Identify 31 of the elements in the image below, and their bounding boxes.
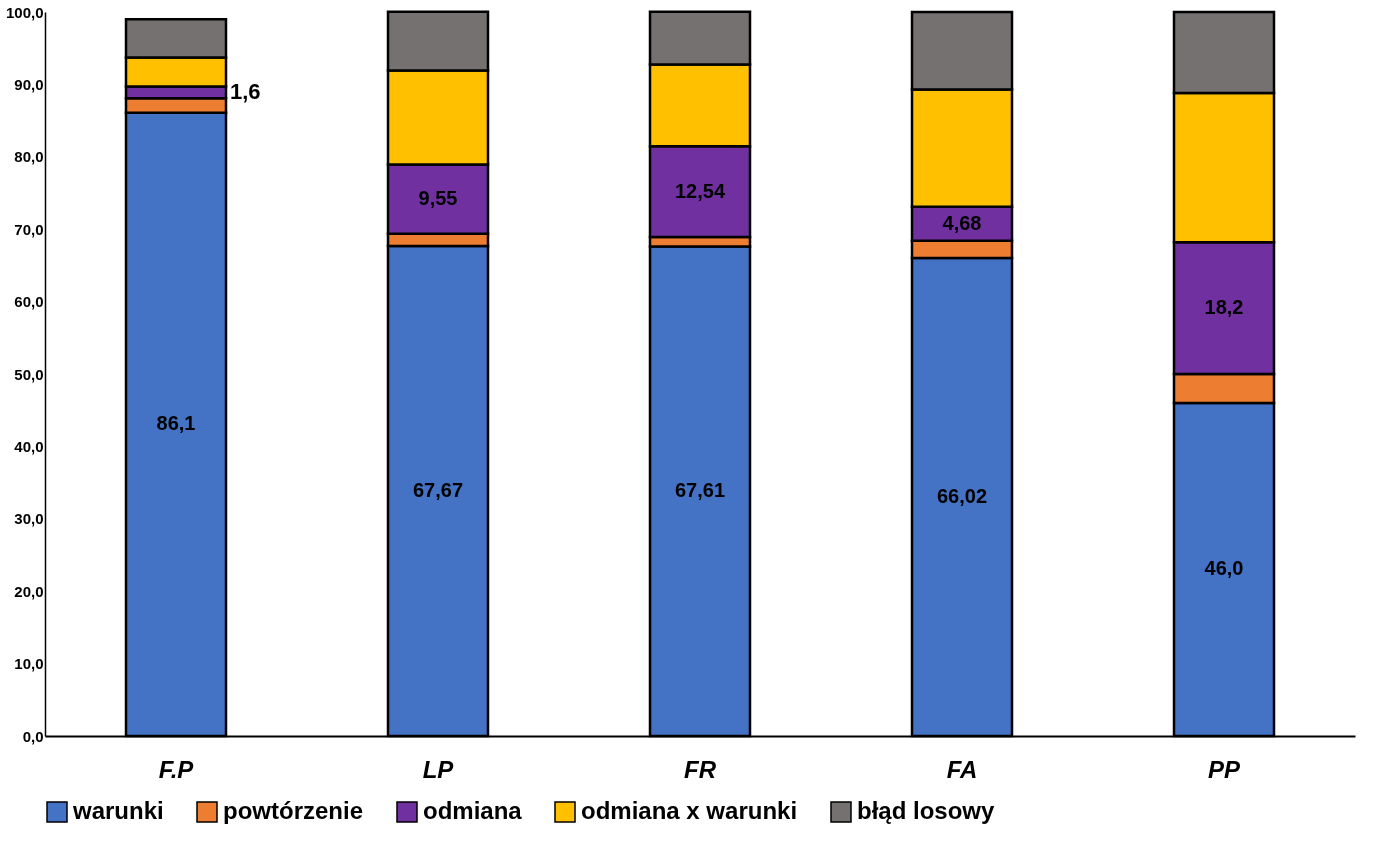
data-label: 1,6 bbox=[230, 79, 261, 105]
data-label: 9,55 bbox=[418, 187, 458, 210]
data-label: 4,68 bbox=[942, 211, 982, 234]
y-tick-label: 10,0 bbox=[14, 655, 44, 673]
data-label: 18,2 bbox=[1204, 296, 1244, 319]
y-tick-label: 0,0 bbox=[22, 727, 44, 745]
data-label: 66,02 bbox=[936, 485, 988, 508]
data-label: 67,61 bbox=[674, 479, 726, 502]
x-tick-label: F.P bbox=[158, 755, 195, 783]
x-tick-label: LP bbox=[422, 755, 455, 783]
data-label: 46,0 bbox=[1204, 557, 1244, 580]
legend-label: powtórzenie bbox=[223, 797, 364, 824]
y-tick-label: 40,0 bbox=[14, 437, 44, 455]
data-label: 86,1 bbox=[156, 412, 196, 435]
y-tick-label: 20,0 bbox=[14, 582, 44, 600]
legend-label: odmiana x warunki bbox=[581, 797, 798, 824]
x-tick-label: PP bbox=[1207, 755, 1241, 783]
y-tick-label: 100,0 bbox=[5, 3, 44, 21]
legend-label: błąd losowy bbox=[857, 797, 996, 824]
y-tick-label: 30,0 bbox=[14, 510, 44, 528]
data-label: 12,54 bbox=[674, 179, 726, 202]
x-tick-label: FR bbox=[684, 755, 717, 783]
legend-label: odmiana bbox=[423, 797, 523, 824]
data-label: 67,67 bbox=[412, 479, 464, 502]
y-tick-label: 80,0 bbox=[14, 148, 44, 166]
y-tick-label: 50,0 bbox=[14, 365, 44, 383]
y-tick-label: 60,0 bbox=[14, 293, 44, 311]
x-tick-label: FA bbox=[946, 755, 978, 783]
y-tick-label: 90,0 bbox=[14, 75, 44, 93]
legend-label: warunki bbox=[72, 797, 164, 824]
y-tick-label: 70,0 bbox=[14, 220, 44, 238]
